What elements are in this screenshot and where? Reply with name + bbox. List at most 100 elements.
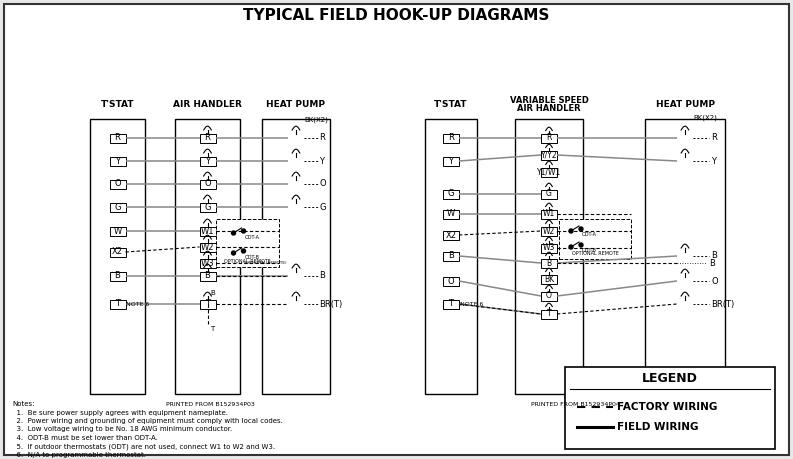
Text: G: G — [114, 202, 121, 212]
Bar — [109, 300, 125, 308]
Bar — [443, 157, 459, 166]
Text: 5.  If outdoor thermostats (ODT) are not used, connect W1 to W2 and W3.: 5. If outdoor thermostats (ODT) are not … — [12, 443, 275, 450]
Text: BK(X2): BK(X2) — [304, 117, 328, 123]
Circle shape — [579, 227, 583, 231]
Text: T: T — [115, 300, 120, 308]
Bar — [645, 119, 725, 394]
Bar — [541, 209, 557, 218]
Text: R: R — [114, 134, 121, 142]
Text: B: B — [711, 252, 717, 261]
Text: (OPTIONAL REMOTE): (OPTIONAL REMOTE) — [244, 261, 287, 265]
Circle shape — [242, 229, 246, 233]
Text: R: R — [319, 134, 325, 142]
Text: O: O — [711, 276, 718, 285]
Text: Y: Y — [711, 157, 716, 166]
Text: B: B — [448, 252, 454, 261]
Text: Y/Y2: Y/Y2 — [541, 151, 557, 159]
Bar — [200, 202, 216, 212]
Bar — [541, 226, 557, 235]
Text: FACTORY WIRING: FACTORY WIRING — [617, 402, 718, 412]
Text: B: B — [205, 272, 210, 280]
Text: X2: X2 — [446, 230, 457, 240]
Text: O: O — [114, 179, 121, 189]
Bar — [109, 157, 125, 166]
Text: HEAT PUMP: HEAT PUMP — [656, 100, 714, 109]
Circle shape — [232, 231, 236, 235]
Text: VARIABLE SPEED: VARIABLE SPEED — [510, 96, 588, 105]
Text: R: R — [205, 134, 210, 142]
Text: OPTIONAL REMOTE: OPTIONAL REMOTE — [224, 259, 270, 264]
Text: OPTIONAL REMOTE: OPTIONAL REMOTE — [572, 251, 619, 256]
Text: T: T — [449, 300, 454, 308]
Bar — [90, 119, 145, 394]
Bar — [565, 367, 775, 449]
Bar — [216, 219, 278, 267]
Text: Y: Y — [319, 157, 324, 166]
Text: BK(X2): BK(X2) — [693, 115, 717, 121]
Text: 6.  N/A to programmable thermostat.: 6. N/A to programmable thermostat. — [12, 452, 146, 458]
Bar — [443, 209, 459, 218]
Bar — [443, 252, 459, 261]
Text: T: T — [546, 309, 551, 319]
Text: Y: Y — [115, 157, 120, 166]
Text: W: W — [113, 226, 121, 235]
Text: LEGEND: LEGEND — [642, 373, 698, 386]
Bar — [200, 157, 216, 166]
Text: 2.  Power wiring and grounding of equipment must comply with local codes.: 2. Power wiring and grounding of equipme… — [12, 418, 283, 424]
Bar — [200, 272, 216, 280]
Bar — [200, 179, 216, 189]
Circle shape — [569, 229, 573, 233]
Text: W2: W2 — [543, 226, 555, 235]
Text: R: R — [546, 134, 552, 142]
Bar — [541, 309, 557, 319]
Text: Y1/W1: Y1/W1 — [537, 168, 561, 177]
Bar — [443, 190, 459, 198]
Text: 4.  ODT-B must be set lower than ODT-A.: 4. ODT-B must be set lower than ODT-A. — [12, 435, 158, 441]
Text: T'STAT: T'STAT — [435, 100, 468, 109]
Text: G: G — [319, 202, 325, 212]
Text: 1.  Be sure power supply agrees with equipment nameplate.: 1. Be sure power supply agrees with equi… — [12, 409, 228, 415]
Text: O: O — [546, 291, 552, 301]
Text: T'STAT: T'STAT — [101, 100, 134, 109]
Text: T: T — [205, 300, 210, 308]
Text: B: B — [546, 258, 552, 268]
Text: ODT-B: ODT-B — [582, 248, 597, 253]
Circle shape — [569, 245, 573, 249]
Bar — [541, 244, 557, 252]
Text: Y: Y — [205, 157, 210, 166]
Text: G: G — [546, 190, 552, 198]
Bar — [443, 276, 459, 285]
Bar — [541, 258, 557, 268]
Bar — [109, 247, 125, 257]
Bar — [200, 300, 216, 308]
Text: X2: X2 — [112, 247, 123, 257]
Text: BR(T): BR(T) — [319, 300, 343, 308]
Text: PRINTED FROM B152934P04: PRINTED FROM B152934P04 — [531, 402, 619, 407]
Bar — [109, 179, 125, 189]
Text: NOTE 6: NOTE 6 — [127, 302, 150, 307]
Bar — [109, 226, 125, 235]
Text: AIR HANDLER: AIR HANDLER — [517, 104, 580, 113]
Text: Y: Y — [449, 157, 454, 166]
Text: FIELD WIRING: FIELD WIRING — [617, 422, 699, 432]
Bar — [175, 119, 240, 394]
Text: W1: W1 — [201, 226, 214, 235]
Text: TYPICAL FIELD HOOK-UP DIAGRAMS: TYPICAL FIELD HOOK-UP DIAGRAMS — [243, 7, 550, 22]
Bar — [262, 119, 330, 394]
Bar — [200, 226, 216, 235]
Text: PRINTED FROM B152934P03: PRINTED FROM B152934P03 — [166, 402, 255, 407]
Circle shape — [232, 251, 236, 255]
Circle shape — [242, 249, 246, 253]
Circle shape — [579, 243, 583, 247]
Bar — [200, 134, 216, 142]
Bar — [200, 242, 216, 252]
Text: W1: W1 — [543, 209, 555, 218]
Text: O: O — [448, 276, 454, 285]
Text: B: B — [319, 272, 325, 280]
Text: B: B — [114, 272, 121, 280]
Text: G: G — [448, 190, 454, 198]
Bar — [541, 190, 557, 198]
Text: T: T — [210, 326, 215, 332]
Text: ODT-B: ODT-B — [244, 255, 259, 260]
Text: AIR HANDLER: AIR HANDLER — [173, 100, 242, 109]
